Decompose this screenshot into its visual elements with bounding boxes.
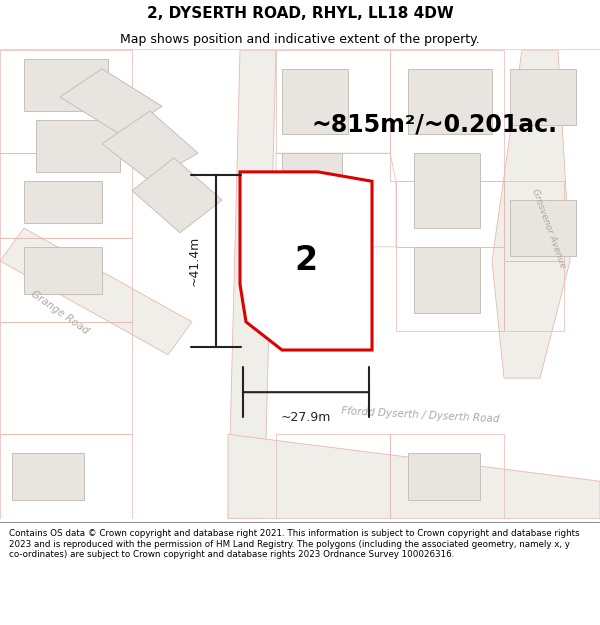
Text: ~815m²/~0.201ac.: ~815m²/~0.201ac. [312, 113, 558, 137]
Polygon shape [24, 181, 102, 223]
Text: 2: 2 [295, 244, 317, 278]
Polygon shape [510, 69, 576, 125]
Polygon shape [510, 200, 576, 256]
Polygon shape [408, 69, 492, 134]
Text: 2, DYSERTH ROAD, RHYL, LL18 4DW: 2, DYSERTH ROAD, RHYL, LL18 4DW [146, 6, 454, 21]
Text: Ffordd Dyserth / Dyserth Road: Ffordd Dyserth / Dyserth Road [341, 406, 499, 425]
Text: Contains OS data © Crown copyright and database right 2021. This information is : Contains OS data © Crown copyright and d… [9, 529, 580, 559]
Polygon shape [414, 153, 480, 228]
Polygon shape [408, 453, 480, 500]
Polygon shape [492, 50, 570, 378]
Polygon shape [282, 153, 342, 228]
Text: Map shows position and indicative extent of the property.: Map shows position and indicative extent… [120, 32, 480, 46]
Polygon shape [240, 172, 372, 350]
Polygon shape [24, 247, 102, 294]
Polygon shape [24, 59, 108, 111]
Text: Grosvenor Avenue: Grosvenor Avenue [530, 188, 568, 269]
Polygon shape [228, 50, 276, 519]
Text: ~27.9m: ~27.9m [281, 411, 331, 424]
Text: Pendyffryn Road North: Pendyffryn Road North [251, 186, 260, 289]
Polygon shape [270, 181, 342, 270]
Text: ~41.4m: ~41.4m [188, 236, 201, 286]
Polygon shape [282, 69, 348, 134]
Polygon shape [228, 434, 600, 519]
Polygon shape [132, 158, 222, 232]
Text: Grange Road: Grange Road [29, 289, 91, 336]
Polygon shape [414, 247, 480, 312]
Polygon shape [0, 228, 192, 355]
Polygon shape [60, 69, 162, 134]
Polygon shape [102, 111, 198, 181]
Polygon shape [36, 120, 120, 172]
Polygon shape [12, 453, 84, 500]
